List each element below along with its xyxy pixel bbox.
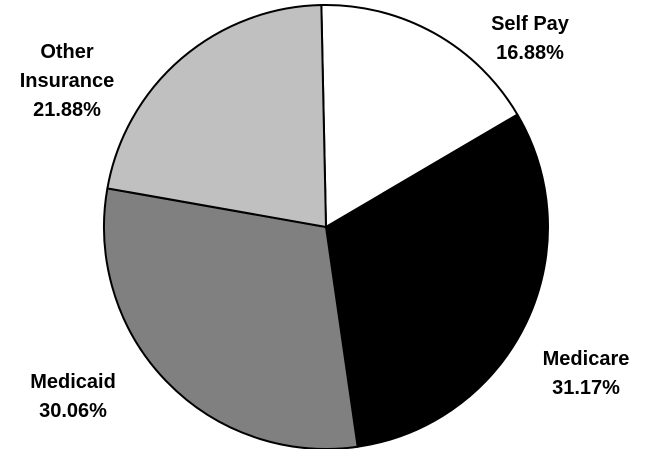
slice-value-self-pay: 16.88% [496, 42, 564, 64]
slice-label-other-insurance: Other Insurance 21.88% [20, 41, 114, 121]
pie-slice-self-pay [320, 4, 519, 228]
pie-slice-medicaid [103, 187, 359, 449]
slice-value-medicare: 31.17% [552, 377, 620, 399]
slice-label-medicare: Medicare 31.17% [543, 348, 630, 399]
slice-label-self-pay: Self Pay 16.88% [491, 13, 570, 64]
slice-label-medicaid: Medicaid 30.06% [30, 371, 116, 422]
pie-slice-other-insurance [106, 4, 327, 228]
slice-name-other-insurance: Insurance [20, 70, 114, 92]
slice-name-other-insurance: Other [40, 41, 94, 63]
slice-name-medicaid: Medicaid [30, 371, 116, 393]
slice-value-other-insurance: 21.88% [33, 99, 101, 121]
slice-value-medicaid: 30.06% [39, 400, 107, 422]
slice-name-medicare: Medicare [543, 348, 630, 370]
labels-layer: Self Pay 16.88% Medicare 31.17% Medicaid 30.0… [20, 13, 630, 422]
slices-layer [103, 4, 549, 449]
slice-name-self-pay: Self Pay [491, 13, 570, 35]
pie-slice-medicare [325, 113, 549, 448]
